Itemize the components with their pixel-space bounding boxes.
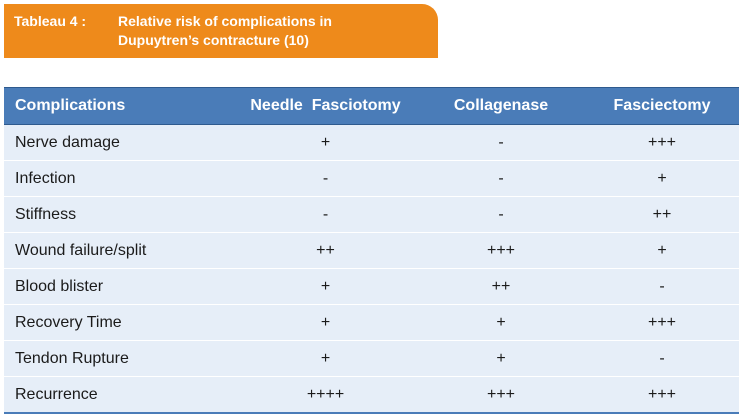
table-title-line-1: Relative risk of complications in	[118, 13, 332, 29]
cell-fasciectomy: +++	[647, 313, 677, 331]
row-label: Blood blister	[15, 277, 104, 295]
table-row: Stiffness - - ++	[4, 196, 739, 233]
cell-needle-fasciotomy: +	[320, 277, 331, 295]
row-label: Tendon Rupture	[15, 349, 129, 367]
cell-needle-fasciotomy: +	[320, 313, 331, 331]
header-fasciectomy: Fasciectomy	[613, 97, 711, 114]
cell-needle-fasciotomy: +	[320, 133, 331, 151]
table-row: Wound failure/split ++ +++ +	[4, 232, 739, 269]
cell-collagenase: ++	[491, 277, 511, 295]
table-header-row: Complications Needle Fasciotomy Collagen…	[4, 87, 739, 125]
cell-fasciectomy: +++	[647, 133, 677, 151]
cell-needle-fasciotomy: +	[320, 349, 331, 367]
row-label: Stiffness	[15, 205, 77, 223]
table-row: Infection - - +	[4, 160, 739, 197]
cell-collagenase: -	[498, 205, 504, 223]
cell-fasciectomy: +	[657, 169, 667, 187]
table-title-line-2: Dupuytren’s contracture (10)	[118, 32, 309, 48]
table-caption: Tableau 4 : Relative risk of complicatio…	[4, 4, 438, 58]
table-row: Recovery Time + + +++	[4, 304, 739, 341]
cell-needle-fasciotomy: -	[322, 205, 329, 223]
cell-fasciectomy: +++	[647, 385, 677, 403]
cell-collagenase: +++	[486, 241, 516, 259]
header-needle-fasciotomy: Needle Fasciotomy	[250, 97, 401, 114]
complications-table: Complications Needle Fasciotomy Collagen…	[4, 87, 739, 414]
row-label: Nerve damage	[15, 133, 120, 151]
row-label: Infection	[15, 169, 76, 187]
cell-collagenase: +++	[486, 385, 516, 403]
row-label: Wound failure/split	[15, 241, 147, 259]
table-number: Tableau 4 :	[14, 13, 87, 29]
cell-fasciectomy: -	[659, 349, 665, 367]
cell-collagenase: +	[496, 313, 506, 331]
cell-fasciectomy: ++	[652, 205, 672, 223]
cell-needle-fasciotomy: -	[322, 169, 329, 187]
cell-fasciectomy: -	[659, 277, 665, 295]
cell-collagenase: -	[498, 169, 504, 187]
cell-collagenase: -	[498, 133, 504, 151]
header-complications: Complications	[15, 97, 126, 114]
table-row: Recurrence ++++ +++ +++	[4, 376, 739, 413]
cell-fasciectomy: +	[657, 241, 667, 259]
row-label: Recovery Time	[15, 313, 122, 331]
table-row: Blood blister + ++ -	[4, 268, 739, 305]
cell-collagenase: +	[496, 349, 506, 367]
table-row: Nerve damage + - +++	[4, 124, 739, 161]
row-label: Recurrence	[15, 385, 98, 403]
table-row: Tendon Rupture + + -	[4, 340, 739, 377]
table-title: Relative risk of complications in Dupuyt…	[118, 12, 332, 58]
header-collagenase: Collagenase	[453, 97, 549, 114]
cell-needle-fasciotomy: ++++	[306, 385, 345, 403]
cell-needle-fasciotomy: ++	[316, 241, 335, 259]
